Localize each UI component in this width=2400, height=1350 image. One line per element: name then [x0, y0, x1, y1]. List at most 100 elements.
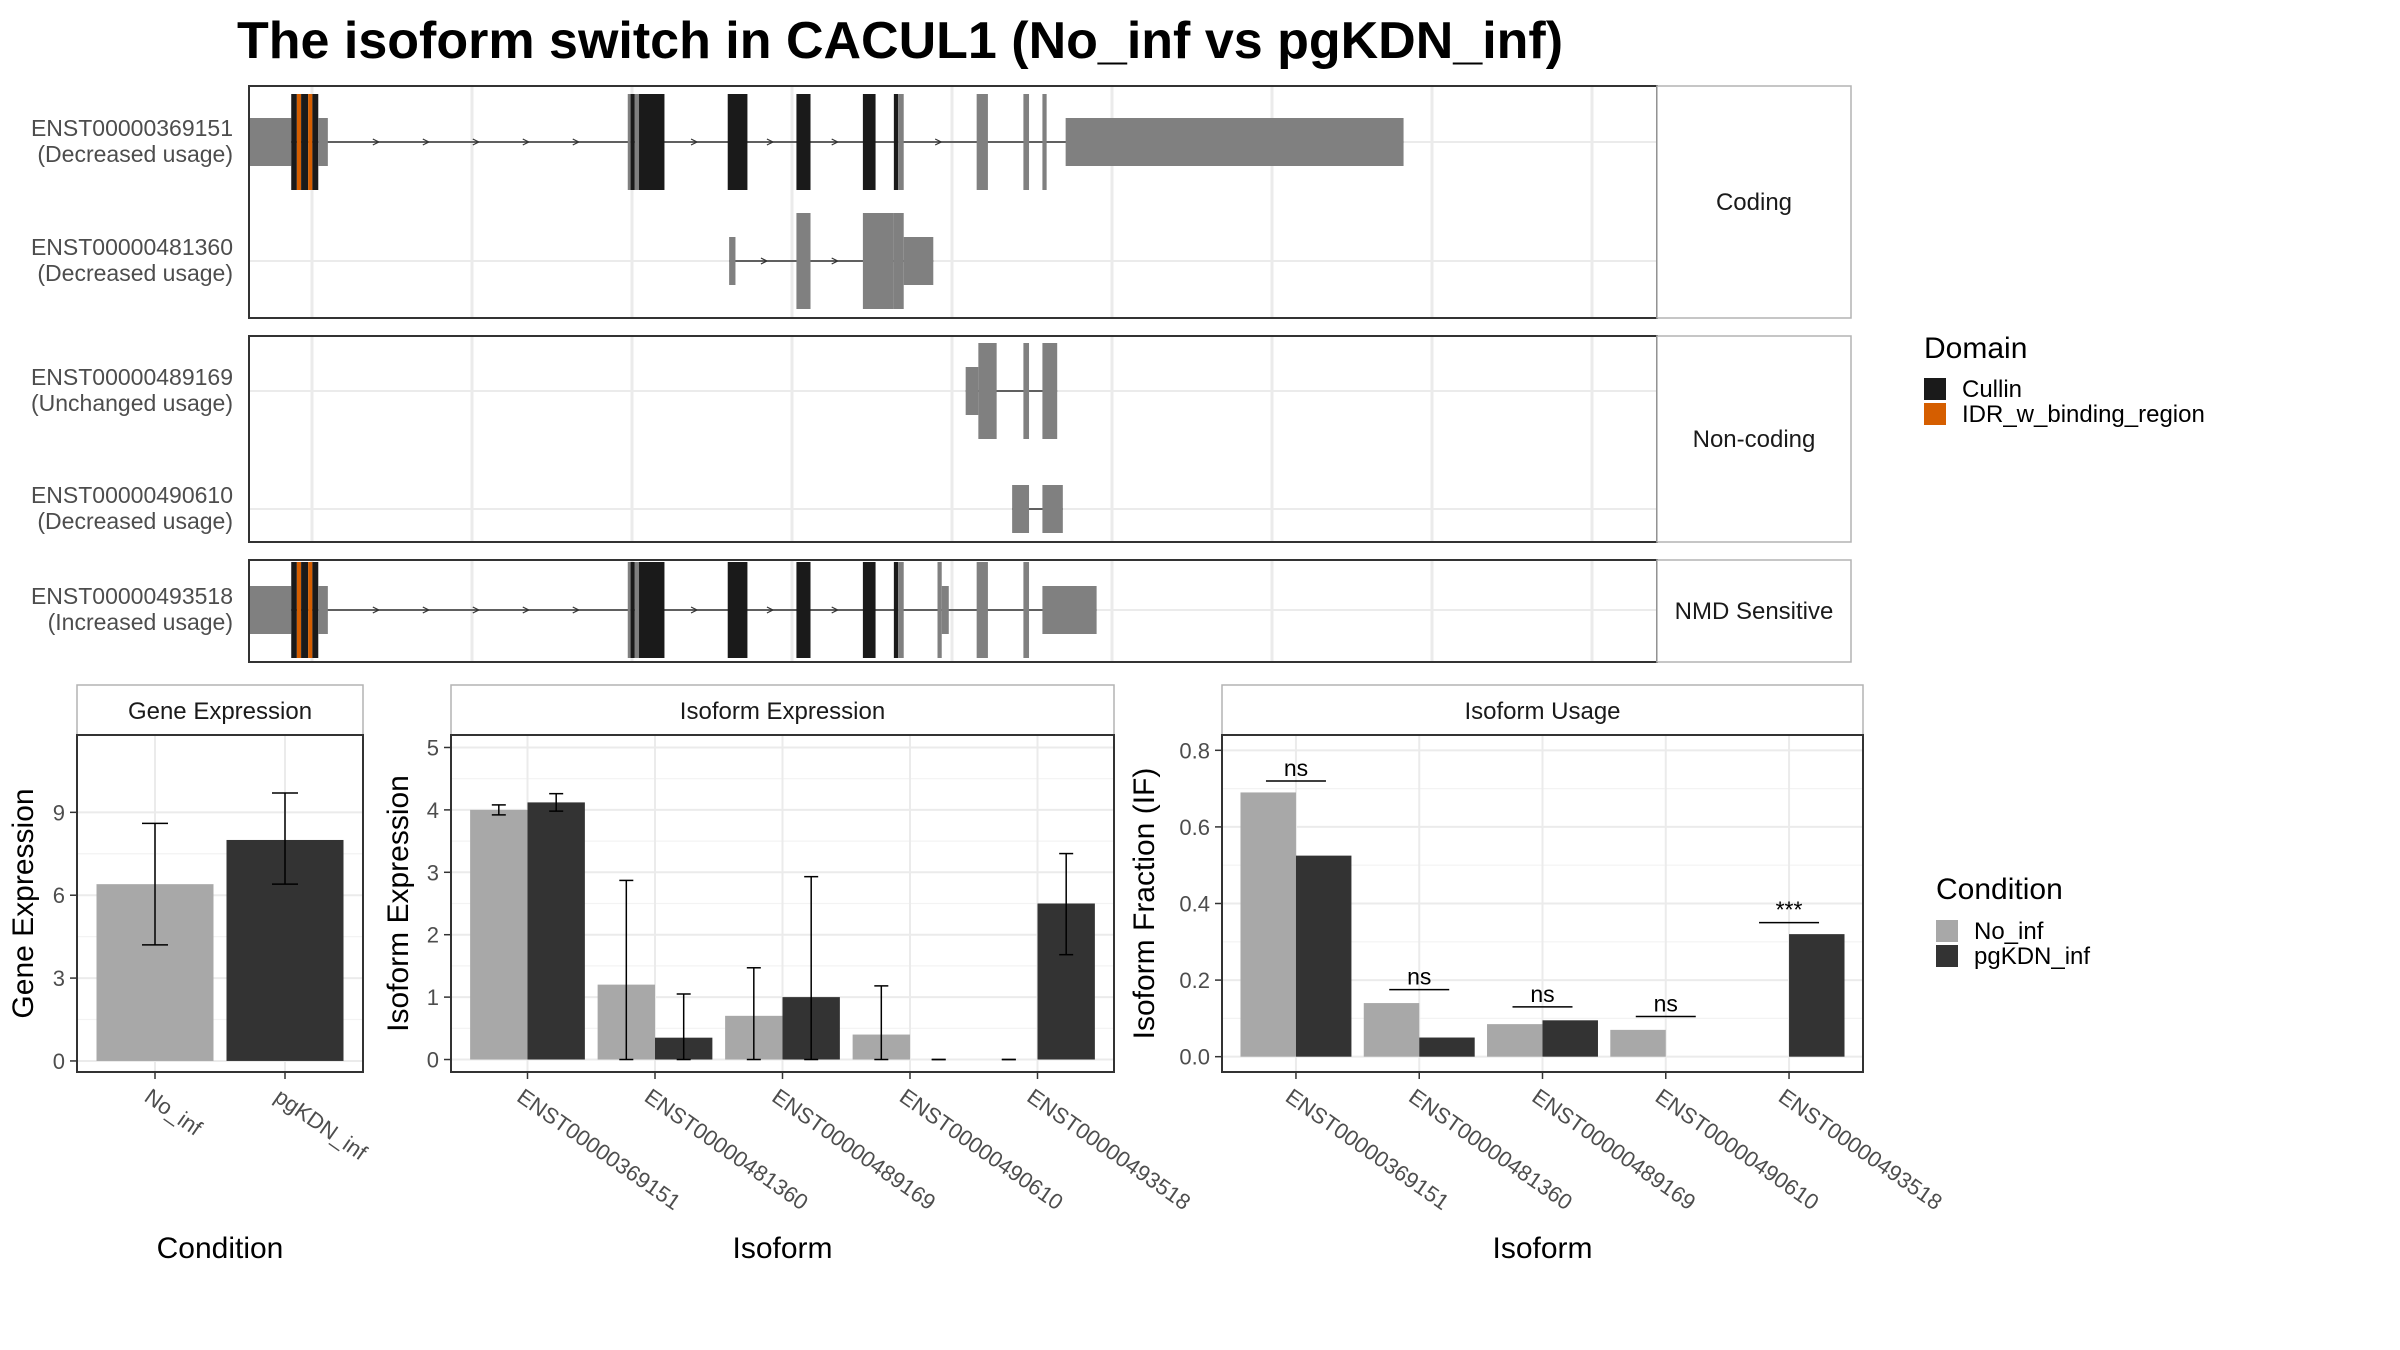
- facet-strip: [1656, 85, 1852, 319]
- significance-label: ns: [1530, 981, 1554, 1007]
- exon-block: [796, 213, 811, 309]
- transcript-usage-label: (Increased usage): [48, 609, 233, 635]
- bar: [1610, 1029, 1666, 1057]
- y-tick-label: 5: [427, 735, 439, 760]
- x-tick-label: No_inf: [140, 1084, 207, 1141]
- transcript-usage-label: (Decreased usage): [37, 508, 233, 534]
- idr-binding-exon: [308, 94, 313, 190]
- condition-legend-label: No_inf: [1974, 918, 2044, 945]
- significance-label: ns: [1407, 964, 1431, 990]
- intron-direction-arrow: [472, 138, 481, 146]
- transcript-id-label: ENST00000493518: [31, 583, 233, 609]
- exon-block: [903, 237, 934, 285]
- exon-block: [976, 562, 988, 658]
- transcript-usage-label: (Decreased usage): [37, 141, 233, 167]
- significance-label: ***: [1776, 897, 1803, 923]
- x-axis-title: Isoform: [1492, 1232, 1592, 1265]
- intron-direction-arrow: [472, 606, 481, 614]
- panel-strip: [76, 684, 364, 736]
- significance-label: ns: [1654, 990, 1678, 1016]
- domain-legend-title: Domain: [1924, 332, 2027, 365]
- cullin-domain-exon: [312, 94, 319, 190]
- condition-legend-swatch: [1936, 945, 1958, 967]
- exon-block: [318, 586, 328, 634]
- y-tick-label: 1: [427, 985, 439, 1010]
- y-tick-label: 0.6: [1179, 815, 1210, 840]
- exon-block: [965, 367, 979, 415]
- bar: [470, 809, 528, 1060]
- x-axis-title: Isoform: [732, 1232, 832, 1265]
- exon-block: [898, 94, 904, 190]
- intron-direction-arrow: [934, 138, 943, 146]
- cullin-domain-exon: [893, 562, 899, 658]
- exon-block: [634, 94, 640, 190]
- cullin-domain-exon: [639, 562, 649, 658]
- intron-direction-arrow: [690, 606, 699, 614]
- exon-block: [249, 586, 292, 634]
- intron-direction-arrow: [372, 606, 381, 614]
- panel-title: Isoform Expression: [680, 698, 885, 725]
- exon-block: [1042, 94, 1047, 190]
- intron-direction-arrow: [422, 138, 431, 146]
- isoform-expression-panel: Isoform Expression012345ENST00000369151E…: [382, 684, 1195, 1265]
- exon-block: [627, 562, 631, 658]
- intron-direction-arrow: [372, 138, 381, 146]
- facet-strip: [1656, 335, 1852, 543]
- intron-direction-arrow: [522, 138, 531, 146]
- y-tick-label: 0.8: [1179, 738, 1210, 763]
- intron-direction-arrow: [831, 138, 840, 146]
- facet-strip: [1656, 559, 1852, 663]
- facet-strip-label: Coding: [1716, 189, 1792, 216]
- y-tick-label: 3: [427, 860, 439, 885]
- exon-block: [1042, 485, 1063, 533]
- domain-legend-label: IDR_w_binding_region: [1962, 401, 2205, 428]
- exon-block: [1065, 118, 1404, 166]
- facet-strip-label: NMD Sensitive: [1675, 598, 1834, 625]
- intron-direction-arrow: [522, 606, 531, 614]
- y-tick-label: 0.2: [1179, 968, 1210, 993]
- transcript-structure-panel: ENST00000369151(Decreased usage)ENST0000…: [31, 85, 1852, 663]
- bar: [1363, 1003, 1420, 1057]
- transcript-usage-label: (Decreased usage): [37, 260, 233, 286]
- exon-block: [318, 118, 328, 166]
- exon-block: [941, 586, 949, 634]
- bar: [1789, 934, 1845, 1057]
- significance-label: ns: [1284, 755, 1308, 781]
- bar: [1487, 1024, 1543, 1057]
- cullin-domain-exon: [630, 562, 635, 658]
- condition-legend-swatch: [1936, 920, 1958, 942]
- domain-legend-swatch: [1924, 378, 1946, 400]
- idr-binding-exon: [308, 562, 313, 658]
- exon-block: [978, 343, 997, 439]
- y-tick-label: 6: [53, 883, 65, 908]
- cullin-domain-exon: [862, 562, 876, 658]
- exon-block: [1012, 485, 1030, 533]
- cullin-domain-exon: [312, 562, 319, 658]
- facet-strip-label: Non-coding: [1693, 426, 1816, 453]
- panel-border: [76, 734, 364, 1073]
- transcript-usage-label: (Unchanged usage): [31, 390, 233, 416]
- y-tick-label: 0: [53, 1049, 65, 1074]
- x-tick-label: pgKDN_inf: [270, 1084, 372, 1166]
- intron-direction-arrow: [572, 606, 581, 614]
- intron-direction-arrow: [831, 606, 840, 614]
- cullin-domain-exon: [727, 562, 748, 658]
- y-tick-label: 3: [53, 966, 65, 991]
- cullin-domain-exon: [639, 94, 649, 190]
- cullin-domain-exon: [291, 562, 297, 658]
- intron-direction-arrow: [422, 606, 431, 614]
- condition-legend-label: pgKDN_inf: [1974, 943, 2090, 970]
- exon-block: [249, 118, 292, 166]
- transcript-id-label: ENST00000490610: [31, 482, 233, 508]
- idr-binding-exon: [296, 94, 302, 190]
- bar: [1295, 855, 1352, 1057]
- intron-direction-arrow: [572, 138, 581, 146]
- cullin-domain-exon: [291, 94, 297, 190]
- condition-legend-title: Condition: [1936, 873, 2063, 906]
- exon-block: [1023, 94, 1030, 190]
- transcript-id-label: ENST00000369151: [31, 115, 233, 141]
- exon-block: [634, 562, 640, 658]
